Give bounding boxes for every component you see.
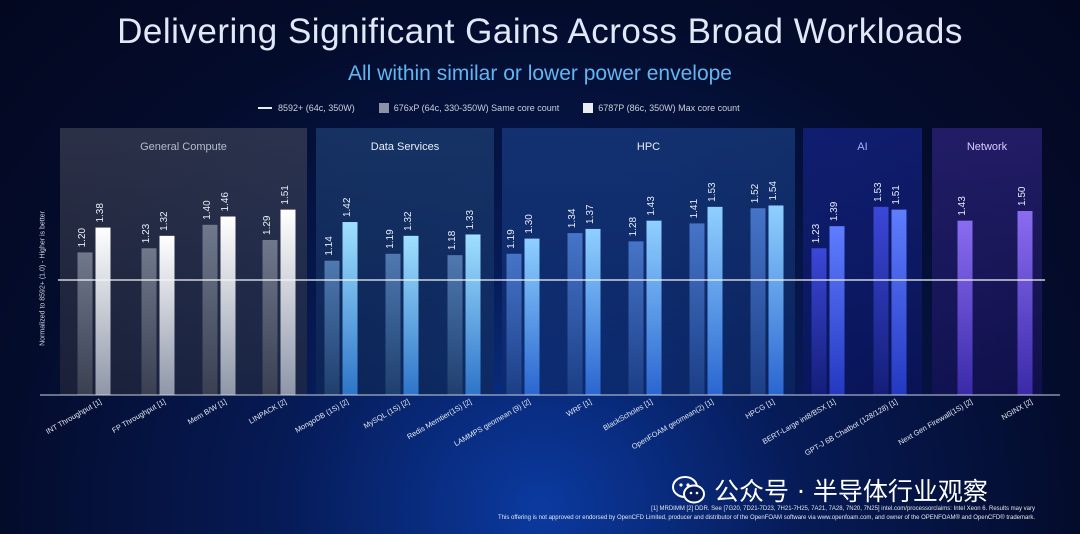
data-label: 1.33 [465,210,476,230]
data-label: 1.50 [1017,186,1028,206]
category-label: LINPACK [2] [247,397,288,426]
group-label: General Compute [140,141,227,153]
wechat-icon [672,476,705,504]
footnote-2: This offering is not approved or endorse… [498,515,1035,521]
category-label: Mem B/W [1] [186,397,228,426]
bar-6787p [465,234,481,395]
bar-6787p [403,235,419,395]
slide-subtitle: All within similar or lower power envelo… [348,62,732,85]
bar-6787p [707,206,723,395]
bar-676xp [689,223,705,395]
data-label: 1.40 [202,200,213,220]
bar-6787p [891,209,907,395]
legend: 8592+ (64c, 350W) 676xP (64c, 330-350W) … [258,100,764,116]
data-label: 1.38 [95,203,106,223]
data-label: 1.19 [385,229,396,249]
group-label: AI [857,141,867,153]
legend-swatch-white [583,103,594,113]
data-label: 1.20 [77,227,88,247]
bar-676xp [750,208,766,395]
data-label: 1.42 [342,197,353,217]
bar-6787p [957,220,973,395]
data-label: 1.46 [220,192,231,212]
watermark: 公众号 · 半导体行业观察 [672,473,988,507]
bar-6787p [646,220,662,395]
data-label: 1.32 [403,211,414,231]
data-label: 1.51 [891,185,902,205]
bar-6787p [159,235,175,395]
legend-label: 6787P (86c, 350W) Max core count [598,103,740,113]
category-label: WRF [1] [565,397,593,419]
legend-item-8592: 8592+ (64c, 350W) [258,103,355,113]
category-label: NGINX [2] [1000,397,1034,422]
legend-swatch-gray [378,103,389,113]
slide-title: Delivering Significant Gains Across Broa… [117,12,963,51]
data-label: 1.19 [506,229,517,249]
data-label: 1.54 [768,181,779,201]
bar-676xp [628,241,644,395]
data-label: 1.43 [646,196,657,216]
data-label: 1.29 [262,215,273,235]
data-label: 1.39 [829,201,840,221]
data-label: 1.53 [707,182,718,202]
data-label: 1.41 [689,199,700,219]
bar-6787p [95,227,111,395]
category-label: INT Throughput [1] [44,397,103,436]
data-label: 1.34 [567,208,578,228]
bar-6787p [342,222,358,395]
category-label: MySQL (1S) [2] [362,397,411,430]
category-label: BlackScholes [1] [601,397,654,433]
bar-6787p [220,216,236,395]
group-label: Network [967,141,1008,153]
category-label: HPCG [1] [744,397,776,421]
data-label: 1.28 [628,216,639,236]
data-label: 1.51 [280,185,291,205]
data-label: 1.52 [750,183,761,203]
bar-676xp [141,248,157,395]
category-label: Next Gen Firewall(1S) [2] [897,397,974,447]
data-label: 1.37 [585,204,596,224]
bar-676xp [506,253,522,395]
watermark-text: 公众号 · 半导体行业观察 [714,477,988,506]
bar-676xp [262,239,278,395]
bar-676xp [324,260,340,395]
legend-label: 676xP (64c, 330-350W) Same core count [393,103,560,113]
y-axis-label: Normalized to 8592+ (1.0) - Higher is be… [39,211,47,346]
footnote-1: [1] MRDIMM [2] DDR. See [7G20, 7D21-7D23… [651,506,1035,512]
legend-swatch-line [258,107,272,109]
bar-676xp [385,253,401,395]
bar-676xp [567,233,583,395]
data-label: 1.23 [811,223,822,243]
bar-676xp [447,255,463,395]
bar-6787p [768,205,784,395]
legend-item-6787p: 6787P (86c, 350W) Max core count [583,103,740,113]
bar-6787p [524,238,540,395]
legend-label: 8592+ (64c, 350W) [278,103,355,113]
footnotes: [1] MRDIMM [2] DDR. See [7G20, 7D21-7D23… [498,505,1035,523]
bar-6787p [280,209,296,395]
data-label: 1.23 [141,223,152,243]
bar-676xp [202,224,218,395]
bar-676xp [77,252,93,395]
bar-6787p [1017,211,1033,395]
category-label: MongoDB (1S) [2] [294,397,350,435]
data-label: 1.43 [957,196,968,216]
bar-6787p [585,228,601,395]
group-label: Data Services [371,141,440,153]
bar-676xp [811,248,827,395]
bar-6787p [829,226,845,395]
group-label: HPC [637,141,660,153]
data-label: 1.30 [524,214,535,234]
data-label: 1.18 [447,230,458,250]
category-label: FP Throughput [1] [110,397,167,435]
bar-676xp [873,206,889,395]
legend-item-676xp: 676xP (64c, 330-350W) Same core count [378,103,560,113]
data-label: 1.53 [873,182,884,202]
data-label: 1.14 [324,236,335,256]
data-label: 1.32 [159,211,170,231]
